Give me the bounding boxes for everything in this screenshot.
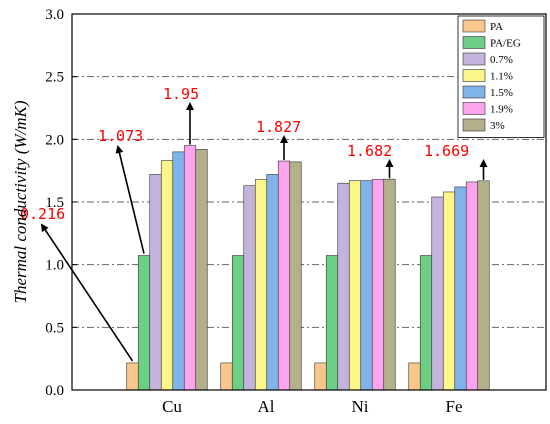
y-tick-label: 3.0 (45, 7, 64, 23)
bar-fe-0 (408, 362, 421, 391)
bar-ni-6 (383, 178, 396, 391)
value-annotation: 1.669 (424, 142, 469, 160)
bar-fe-1 (419, 255, 433, 391)
x-category-label: Cu (162, 397, 182, 416)
value-annotation: 0.216 (20, 205, 65, 223)
y-tick-label: 2.5 (45, 70, 64, 86)
value-annotation: 1.073 (98, 127, 143, 145)
legend-swatch (462, 69, 486, 82)
y-axis-label: Thermal conductivity (W/mK) (11, 100, 30, 303)
y-axis-ticks: 0.0 0.5 1.0 1.5 2.0 2.5 3.0 (45, 7, 77, 399)
legend-label: PA (490, 21, 503, 33)
y-tick-label: 1.0 (45, 258, 64, 274)
bar-fe-6 (477, 180, 490, 391)
legend-label: 1.5% (490, 87, 513, 99)
legend: PA PA/EG 0.7% 1.1% 1.5% 1.9% 3% (457, 15, 545, 138)
bar-ni-4 (360, 180, 373, 391)
bar-al-6 (289, 161, 302, 391)
bar-al-5 (277, 160, 291, 391)
legend-swatch (462, 118, 486, 132)
y-tick-label: 0.5 (45, 320, 64, 336)
legend-swatch (462, 102, 486, 115)
x-category-label: Fe (446, 397, 463, 416)
bar-al-3 (254, 179, 268, 391)
x-category-label: Ni (352, 397, 369, 416)
legend-swatch (462, 36, 486, 49)
legend-label: 3% (490, 120, 505, 132)
y-tick-label: 0.0 (45, 383, 64, 399)
bar-al-0 (220, 362, 233, 391)
bar-ni-1 (325, 255, 339, 391)
legend-label: 1.9% (490, 104, 513, 116)
bar-al-1 (231, 255, 245, 391)
bars (126, 145, 490, 391)
bar-fe-4 (454, 186, 467, 391)
bar-al-4 (266, 174, 279, 391)
value-annotation: 1.95 (163, 85, 199, 103)
value-annotation: 1.827 (256, 118, 301, 136)
legend-label: 0.7% (490, 54, 513, 66)
y-tick-label: 1.5 (45, 195, 64, 211)
legend-swatch (462, 52, 486, 66)
annotation-arrow (40, 223, 134, 362)
bar-cu-6 (195, 149, 208, 391)
x-category-label: Al (258, 397, 275, 416)
bar-fe-3 (442, 191, 456, 391)
bar-ni-2 (337, 182, 350, 391)
y-tick-label: 2.0 (45, 132, 64, 148)
legend-label: PA/EG (490, 38, 521, 50)
bar-ni-3 (348, 180, 362, 391)
bar-fe-5 (465, 181, 479, 391)
bar-ni-5 (371, 179, 385, 391)
bar-cu-4 (172, 151, 185, 391)
legend-swatch (462, 85, 486, 99)
bar-ni-0 (314, 362, 327, 391)
bar-cu-3 (160, 160, 174, 391)
bar-cu-0 (126, 362, 139, 391)
bar-cu-2 (149, 174, 162, 391)
annotations: 0.216 1.073 1.95 1.827 1.682 1.669 (20, 85, 488, 362)
x-axis-categories: Cu Al Ni Fe (162, 397, 462, 416)
legend-swatch (462, 19, 486, 33)
bar-al-2 (243, 185, 256, 391)
bar-cu-1 (137, 255, 151, 391)
value-annotation: 1.682 (347, 142, 392, 160)
legend-label: 1.1% (490, 71, 513, 83)
bar-fe-2 (431, 196, 444, 391)
annotation-arrow (115, 145, 145, 254)
bar-cu-5 (183, 145, 197, 391)
